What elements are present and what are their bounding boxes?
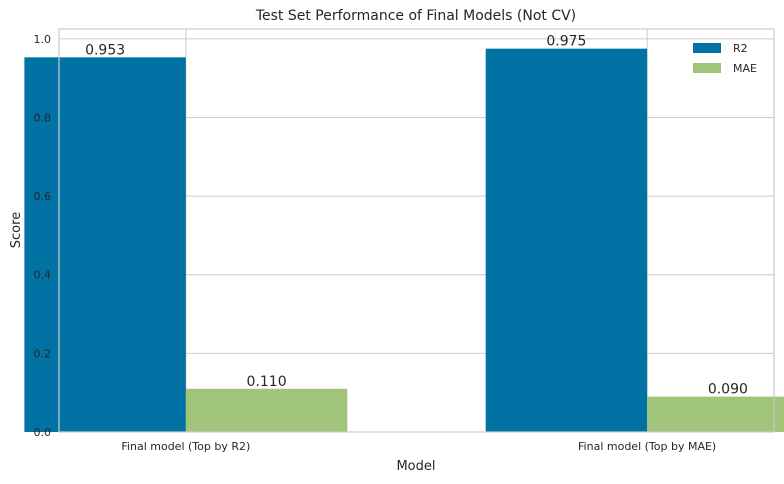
- legend-swatch-mae: [693, 63, 721, 73]
- y-axis-ticks: 0.0 0.2 0.4 0.6 0.8 1.0: [34, 33, 52, 439]
- y-tick-label: 0.6: [34, 190, 52, 203]
- y-tick-label: 0.4: [34, 269, 52, 282]
- legend-label-mae: MAE: [733, 62, 757, 75]
- chart-title: Test Set Performance of Final Models (No…: [255, 8, 576, 24]
- bar-mae-1: [647, 396, 784, 432]
- bar-r2-1: [485, 48, 648, 432]
- y-tick-label: 0.2: [34, 347, 52, 360]
- x-tick-label: Final model (Top by R2): [121, 440, 250, 453]
- y-tick-label: 1.0: [34, 33, 52, 46]
- bar-value-label: 0.110: [247, 374, 287, 390]
- legend-swatch-r2: [693, 43, 721, 53]
- bar-value-label: 0.090: [708, 382, 748, 398]
- bar-r2-0: [24, 57, 186, 433]
- y-tick-label: 0.0: [34, 426, 52, 439]
- x-axis-label: Model: [396, 459, 435, 474]
- x-tick-label: Final model (Top by MAE): [578, 440, 716, 453]
- y-tick-label: 0.8: [34, 111, 52, 124]
- bars: [24, 48, 784, 433]
- bar-value-label: 0.953: [85, 42, 125, 58]
- bar-value-label: 0.975: [546, 34, 586, 50]
- legend: R2 MAE: [693, 42, 757, 75]
- legend-label-r2: R2: [733, 42, 748, 55]
- x-axis-ticks: Final model (Top by R2) Final model (Top …: [121, 440, 716, 453]
- bar-mae-0: [185, 388, 348, 432]
- data-labels: 0.953 0.975 0.110 0.090: [85, 34, 748, 398]
- y-axis-label: Score: [9, 212, 24, 248]
- plot-frame: [58, 28, 775, 433]
